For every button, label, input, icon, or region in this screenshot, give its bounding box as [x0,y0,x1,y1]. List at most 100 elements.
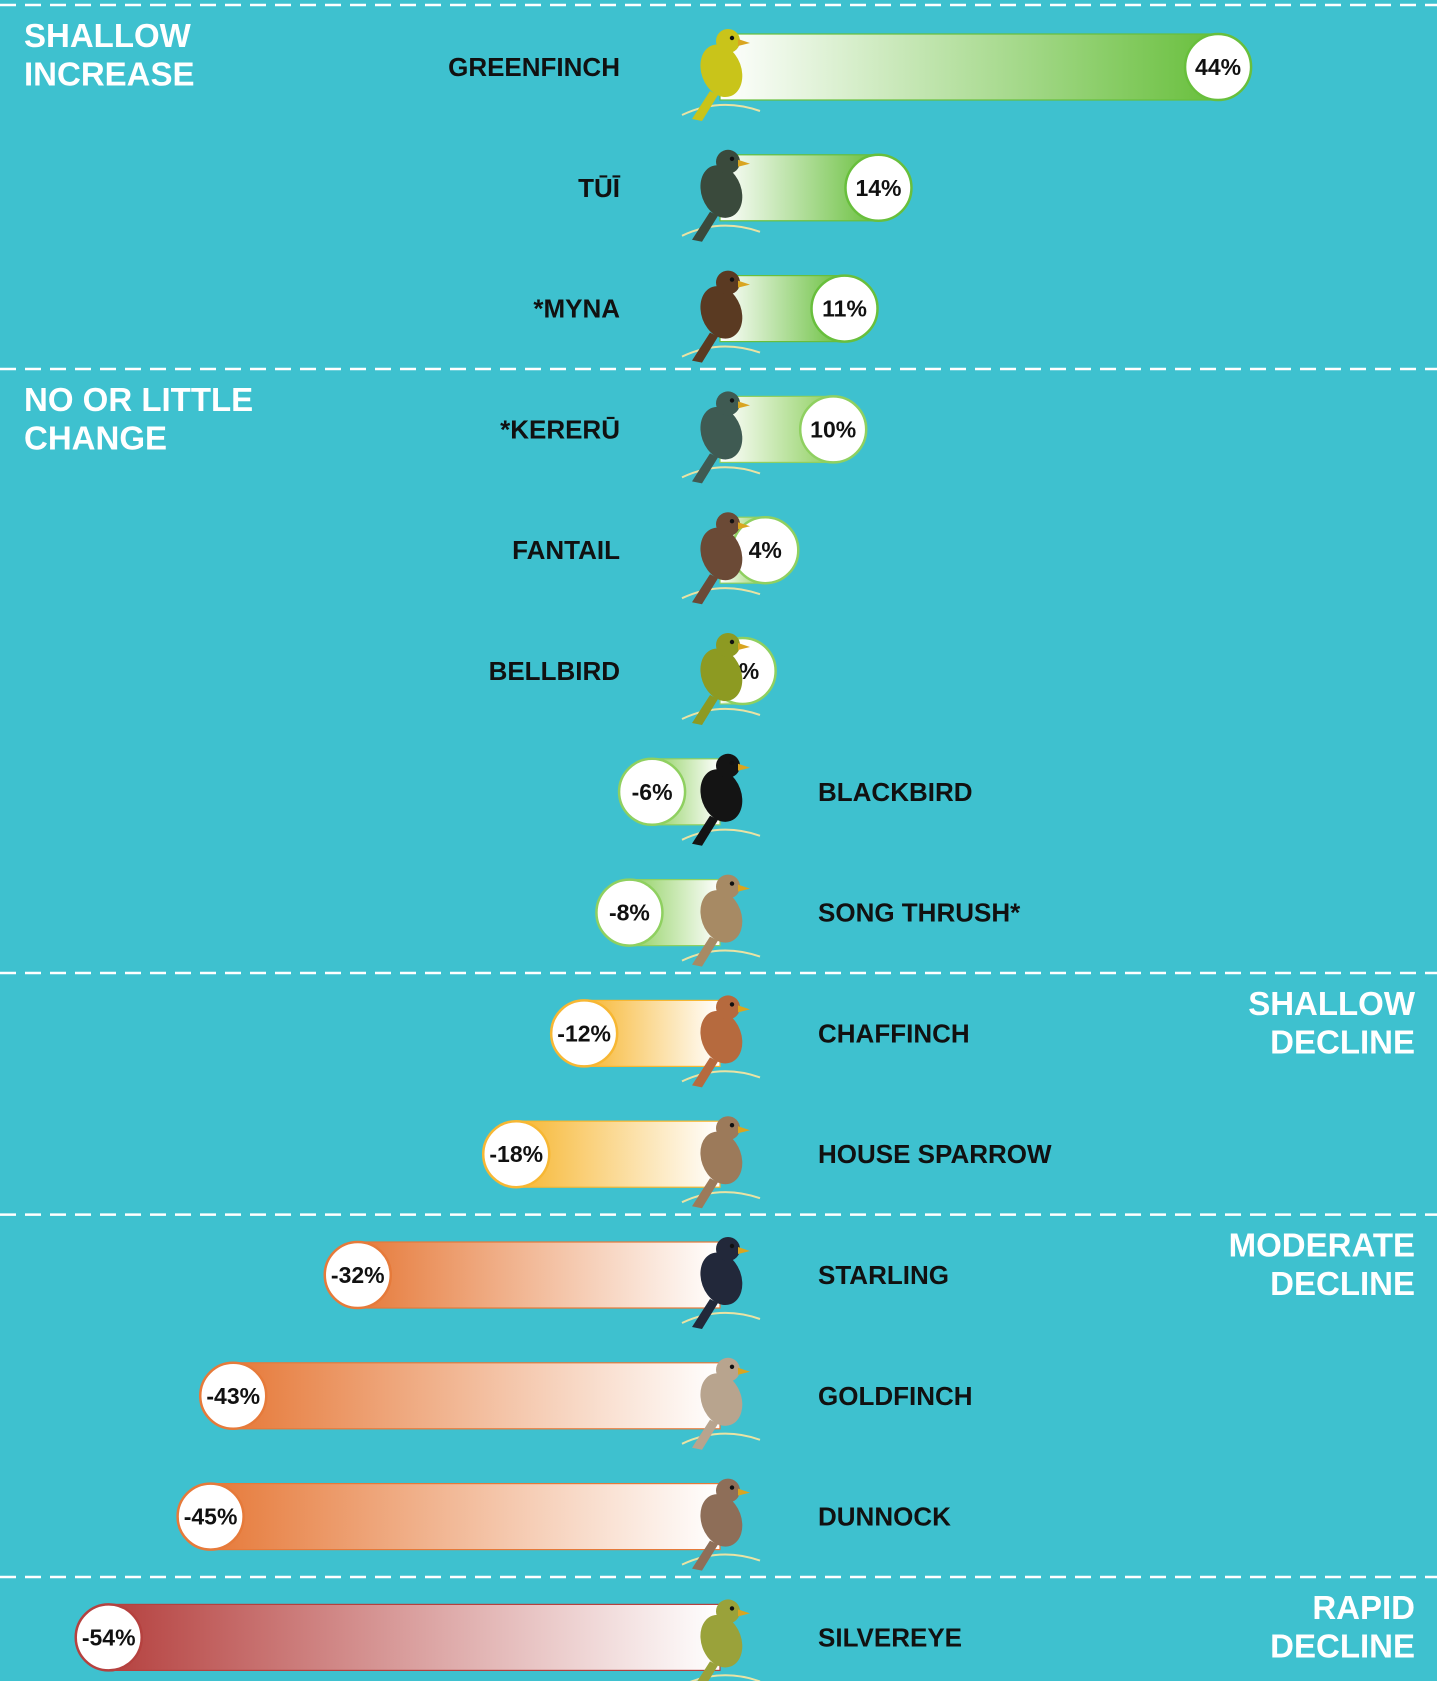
bird-head [716,512,740,537]
fantail-icon [681,512,761,605]
branch [689,1674,761,1681]
group-label-line: DECLINE [1270,1024,1415,1061]
bird-body [700,1494,743,1547]
bar-starling [357,1241,721,1309]
bird-row-chaffinch: -12% CHAFFINCH [549,995,970,1088]
starling-icon [681,1237,761,1329]
chaffinch-icon [681,995,761,1088]
bird-tail [692,453,718,484]
bird-row-greenfinch: 44% GREENFINCH [448,29,1253,121]
bird-beak [738,1609,750,1617]
bird-beak [738,1247,750,1254]
value-label-greenfinch: 44% [1195,54,1241,80]
value-bubble-starling [323,1240,393,1310]
bird-eye [729,35,735,41]
bird-body [700,1010,743,1064]
bird-head [716,1237,740,1261]
bird-tail [692,211,718,242]
bird-eye [729,1606,735,1611]
value-label-fantail: 4% [749,537,782,563]
dunnock-icon [681,1478,761,1571]
bird-body [700,890,743,943]
value-label-blackbird: -6% [632,779,673,805]
bird-label-myna: *MYNA [533,294,620,324]
bird-head [716,753,740,778]
bird-row-myna: 11% *MYNA [533,270,879,363]
value-bubble-song-thrush [595,878,664,947]
bird-row-silvereye: -54% SILVEREYE [74,1599,962,1681]
bellbird-icon [681,633,761,725]
value-label-song-thrush: -8% [609,900,650,926]
group-label-line: MODERATE [1229,1227,1415,1264]
bird-head [716,1357,740,1382]
bird-beak [738,643,750,650]
bird-eye [729,881,735,886]
bird-body [700,1373,743,1426]
bird-tail [692,695,718,725]
bird-eye [729,639,735,645]
branch [681,1553,761,1566]
bird-eye [729,1243,735,1249]
value-bubble-myna [810,274,879,343]
bird-body [700,165,743,218]
value-label-kereru: 10% [810,416,856,442]
bird-label-tui: TŪĪ [578,173,621,203]
bird-label-bellbird: BELLBIRD [489,656,620,686]
bird-label-starling: STARLING [818,1260,949,1290]
bird-beak [738,1005,750,1013]
bird-body [700,406,743,460]
bird-tail [692,1178,718,1209]
value-bubble-chaffinch [549,999,619,1068]
group-label-shallow-increase: SHALLOW INCREASE [24,17,195,93]
bird-row-dunnock: -45% DUNNOCK [176,1478,951,1571]
value-label-chaffinch: -12% [557,1020,611,1046]
branch [681,587,761,600]
bird-tail [697,1661,718,1681]
bird-body [700,1252,743,1306]
value-label-house-sparrow: -18% [489,1141,543,1167]
bird-label-house-sparrow: HOUSE SPARROW [818,1139,1052,1169]
value-label-myna: 11% [822,296,867,322]
value-label-tui: 14% [855,175,901,201]
value-bubble-dunnock [176,1482,245,1551]
bird-head [716,270,740,295]
bird-beak [738,159,750,167]
bird-tail [692,1419,718,1450]
bird-head [716,391,740,416]
value-label-silvereye: -54% [82,1624,136,1650]
bird-body [700,1131,743,1185]
bar-silvereye [108,1603,721,1672]
value-bubble-goldfinch [198,1361,268,1431]
silvereye-icon [689,1599,761,1681]
bird-tail [692,815,718,846]
greenfinch-icon [681,29,761,121]
bird-beak [738,280,750,288]
bird-tail [692,574,718,605]
group-label-line: SHALLOW [1248,985,1416,1022]
bird-row-bellbird: 2%BELLBIRD [489,633,777,725]
bird-eye [729,519,735,524]
bird-beak [738,1488,750,1496]
bird-label-song-thrush: SONG THRUSH* [818,898,1021,928]
bird-beak [738,763,750,771]
bird-head [716,149,740,174]
bird-label-blackbird: BLACKBIRD [818,777,973,807]
value-bubble-house-sparrow [481,1119,551,1189]
bird-eye [729,277,735,282]
bar-house-sparrow [515,1120,721,1188]
bird-head [716,1478,740,1503]
bird-tail [692,1299,718,1329]
group-label-no-or-little-change: NO OR LITTLE CHANGE [24,381,253,457]
bird-beak [738,1126,750,1134]
bird-head [716,874,740,899]
bird-eye [729,1485,735,1490]
bird-eye [729,156,735,161]
bird-tail [692,936,718,967]
bird-label-silvereye: SILVEREYE [818,1622,962,1652]
bird-beak [738,401,750,409]
bird-head [716,1116,740,1141]
branch [681,707,761,720]
group-label-line: RAPID [1312,1589,1415,1626]
myna-icon [681,270,761,363]
value-bubble-greenfinch [1183,32,1253,102]
